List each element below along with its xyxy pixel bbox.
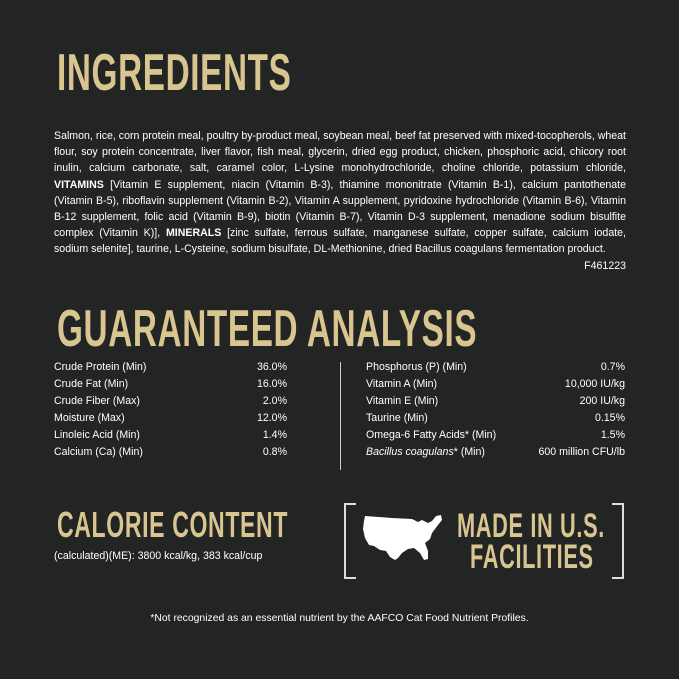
analysis-label: Bacillus coagulans* (Min)	[366, 444, 485, 461]
analysis-row: Linoleic Acid (Min) 1.4%	[54, 427, 287, 444]
made-in-usa-line2: FACILITIES	[470, 538, 594, 576]
calorie-text: (calculated)(ME): 3800 kcal/kg, 383 kcal…	[54, 550, 263, 562]
analysis-value: 12.0%	[256, 412, 287, 424]
analysis-value: 1.5%	[600, 429, 625, 441]
formula-code: F461223	[584, 259, 626, 272]
column-divider	[340, 362, 341, 470]
analysis-label: Calcium (Ca) (Min)	[54, 446, 143, 458]
vitamins-text: [Vitamin E supplement, niacin (Vitamin B…	[54, 178, 626, 240]
analysis-label: Omega-6 Fatty Acids* (Min)	[366, 429, 497, 441]
analysis-row: Taurine (Min) 0.15%	[366, 410, 625, 427]
made-in-usa-line1: MADE IN U.S.	[457, 507, 605, 545]
analysis-label: Moisture (Max)	[54, 412, 125, 424]
analysis-label: Linoleic Acid (Min)	[54, 429, 140, 441]
calorie-heading: CALORIE CONTENT	[57, 504, 289, 545]
analysis-label: Crude Fat (Min)	[54, 378, 129, 390]
analysis-row: Vitamin E (Min) 200 IU/kg	[366, 393, 625, 410]
analysis-value: 1.4%	[262, 429, 287, 441]
analysis-heading: GUARANTEED ANALYSIS	[57, 300, 478, 358]
analysis-value: 16.0%	[256, 378, 287, 390]
analysis-row: Bacillus coagulans* (Min) 600 million CF…	[366, 444, 625, 461]
ingredients-text: Salmon, rice, corn protein meal, poultry…	[54, 130, 626, 175]
ingredients-heading: INGREDIENTS	[57, 44, 292, 102]
analysis-label: Vitamin E (Min)	[366, 395, 439, 407]
right-bracket	[612, 503, 624, 579]
vitamins-label: VITAMINS	[54, 178, 104, 191]
analysis-value: 0.8%	[262, 446, 287, 458]
analysis-value: 600 million CFU/lb	[538, 446, 625, 458]
analysis-label: Vitamin A (Min)	[366, 378, 438, 390]
analysis-row: Omega-6 Fatty Acids* (Min) 1.5%	[366, 427, 625, 444]
analysis-row: Calcium (Ca) (Min) 0.8%	[54, 444, 287, 461]
bacillus-name: Bacillus coagulans	[366, 446, 454, 458]
analysis-value: 0.15%	[594, 412, 625, 424]
analysis-value: 2.0%	[262, 395, 287, 407]
analysis-row: Crude Fiber (Max) 2.0%	[54, 393, 287, 410]
analysis-value: 200 IU/kg	[579, 395, 625, 407]
minerals-label: MINERALS	[165, 227, 222, 240]
left-bracket	[344, 503, 356, 579]
analysis-label: Phosphorus (P) (Min)	[366, 361, 467, 373]
ingredients-list: Salmon, rice, corn protein meal, poultry…	[54, 128, 626, 274]
analysis-label: Crude Fiber (Max)	[54, 395, 140, 407]
footnote: *Not recognized as an essential nutrient…	[150, 613, 529, 624]
analysis-row: Crude Fat (Min) 16.0%	[54, 376, 287, 393]
analysis-label: Crude Protein (Min)	[54, 361, 147, 373]
analysis-value: 0.7%	[600, 361, 625, 373]
bacillus-qualifier: * (Min)	[453, 446, 485, 458]
analysis-row: Crude Protein (Min) 36.0%	[54, 359, 287, 376]
usa-map-icon	[363, 515, 442, 560]
analysis-row: Vitamin A (Min) 10,000 IU/kg	[366, 376, 625, 393]
analysis-row: Phosphorus (P) (Min) 0.7%	[366, 359, 625, 376]
analysis-value: 36.0%	[256, 361, 287, 373]
analysis-row: Moisture (Max) 12.0%	[54, 410, 287, 427]
minerals-text: [zinc sulfate, ferrous sulfate, manganes…	[54, 227, 626, 256]
analysis-label: Taurine (Min)	[366, 412, 428, 424]
analysis-value: 10,000 IU/kg	[564, 378, 625, 390]
